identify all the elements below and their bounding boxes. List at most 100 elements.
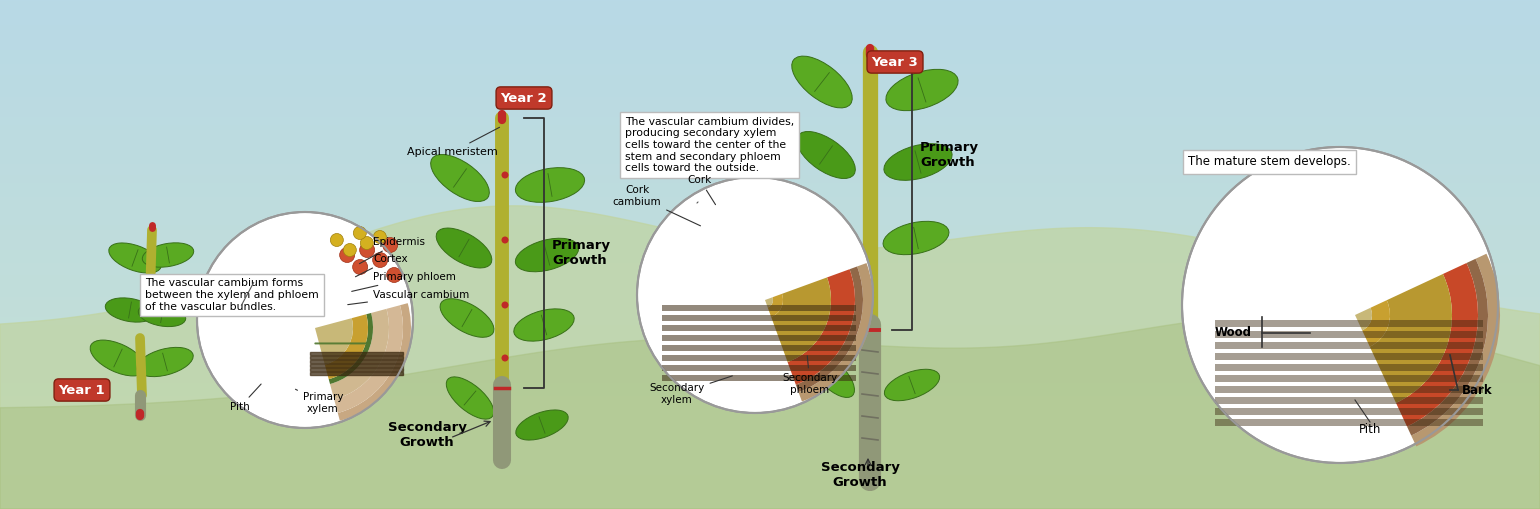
Polygon shape [311, 372, 403, 375]
Bar [1215, 375, 1483, 382]
Bar [0, 123, 1540, 124]
Bar [0, 252, 1540, 253]
Bar [0, 294, 1540, 295]
Bar [0, 246, 1540, 247]
Bar [0, 356, 1540, 357]
Bar [0, 495, 1540, 496]
Text: Cortex: Cortex [356, 254, 408, 277]
Bar [0, 109, 1540, 110]
Wedge shape [1369, 274, 1452, 403]
Bar [0, 400, 1540, 401]
Bar [0, 151, 1540, 152]
Bar [0, 443, 1540, 444]
Bar [0, 425, 1540, 426]
Bar [0, 54, 1540, 55]
Bar [0, 216, 1540, 217]
Bar [0, 266, 1540, 267]
Bar [0, 138, 1540, 139]
Bar [0, 15, 1540, 16]
Bar [0, 110, 1540, 111]
Bar [0, 13, 1540, 14]
Bar [1215, 386, 1483, 393]
Ellipse shape [142, 243, 194, 267]
Bar [0, 217, 1540, 218]
Bar [0, 352, 1540, 353]
Bar [0, 209, 1540, 210]
Bar [0, 374, 1540, 375]
Bar [0, 181, 1540, 182]
Bar [0, 81, 1540, 82]
Bar [0, 310, 1540, 311]
Bar [0, 165, 1540, 166]
Bar [0, 302, 1540, 303]
Bar [0, 242, 1540, 243]
Ellipse shape [516, 410, 568, 440]
Ellipse shape [796, 131, 855, 179]
Bar [0, 204, 1540, 205]
Bar [0, 317, 1540, 318]
Bar [0, 72, 1540, 73]
Polygon shape [0, 315, 1540, 509]
Bar [0, 131, 1540, 132]
Bar [0, 139, 1540, 140]
Bar [0, 287, 1540, 288]
Bar [0, 480, 1540, 481]
Ellipse shape [431, 155, 490, 202]
Bar [0, 333, 1540, 334]
Bar [0, 28, 1540, 29]
Bar [0, 379, 1540, 380]
Bar [0, 126, 1540, 127]
Bar [0, 32, 1540, 33]
Bar [0, 451, 1540, 452]
Bar [0, 263, 1540, 264]
Ellipse shape [516, 167, 585, 203]
Bar [0, 87, 1540, 88]
Bar [0, 197, 1540, 198]
Bar [0, 86, 1540, 87]
Bar [0, 188, 1540, 189]
Bar [0, 347, 1540, 348]
Bar [0, 113, 1540, 114]
Bar [0, 466, 1540, 467]
Bar [0, 469, 1540, 470]
Bar [0, 393, 1540, 394]
Bar [0, 255, 1540, 256]
Wedge shape [765, 297, 773, 307]
Bar [0, 312, 1540, 313]
Bar [0, 467, 1540, 468]
Bar [0, 361, 1540, 362]
Ellipse shape [885, 69, 958, 110]
Bar [0, 185, 1540, 186]
Bar [0, 503, 1540, 504]
Text: Primary
xylem: Primary xylem [296, 389, 343, 414]
Bar [0, 439, 1540, 440]
Bar [0, 53, 1540, 54]
Bar [0, 10, 1540, 11]
Bar [0, 7, 1540, 8]
Bar [0, 282, 1540, 283]
Bar [0, 37, 1540, 38]
Bar [0, 318, 1540, 319]
Circle shape [502, 354, 508, 361]
Bar [0, 455, 1540, 456]
Bar [0, 48, 1540, 49]
Wedge shape [316, 318, 353, 365]
Bar [0, 430, 1540, 431]
Bar [0, 193, 1540, 194]
Bar [0, 229, 1540, 230]
Bar [0, 399, 1540, 400]
Bar [0, 108, 1540, 109]
Bar [0, 320, 1540, 321]
Bar [1215, 364, 1483, 371]
Bar [0, 431, 1540, 432]
Bar [0, 175, 1540, 176]
Bar [0, 334, 1540, 335]
Bar [0, 279, 1540, 280]
Bar [0, 435, 1540, 436]
Bar [0, 213, 1540, 214]
Circle shape [360, 242, 374, 258]
Bar [0, 436, 1540, 437]
Bar [0, 398, 1540, 399]
Ellipse shape [440, 299, 494, 337]
Bar [0, 256, 1540, 257]
